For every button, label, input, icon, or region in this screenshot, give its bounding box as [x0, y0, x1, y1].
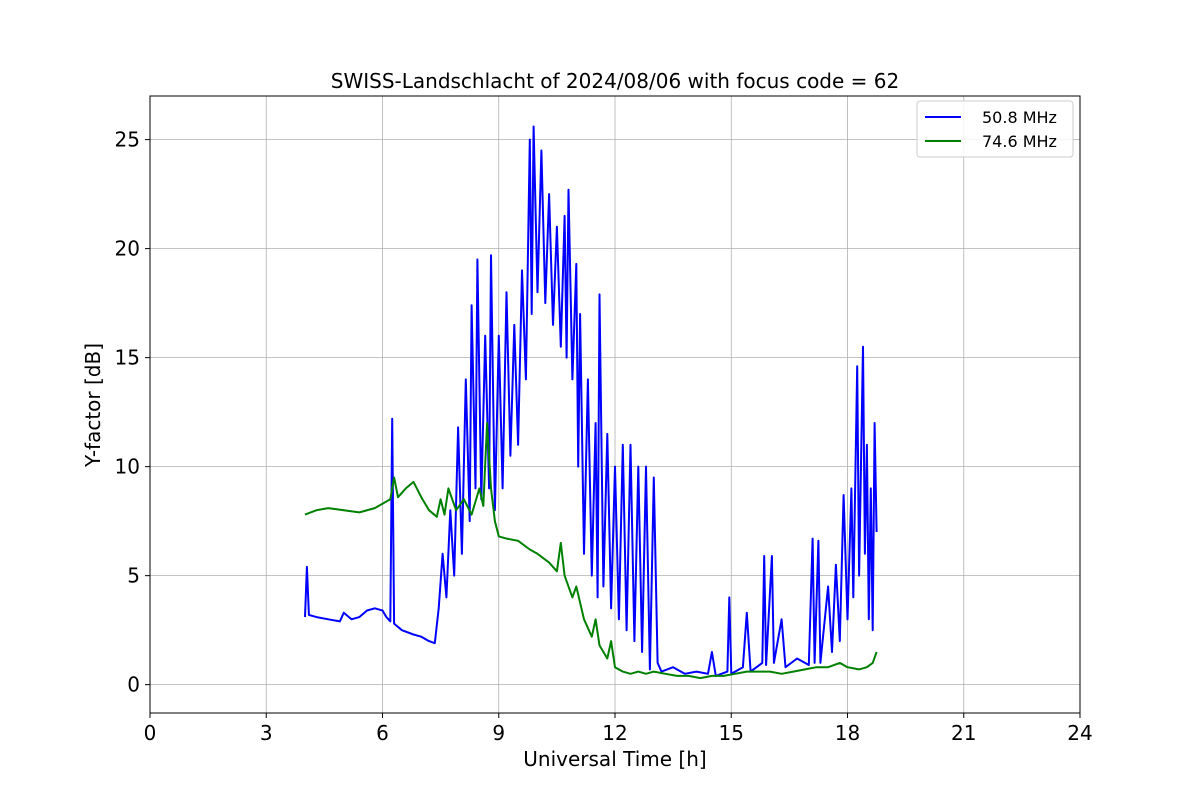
x-tick-label: 15 [719, 721, 744, 745]
series-line-0 [304, 125, 878, 677]
x-axis-label: Universal Time [h] [523, 747, 706, 771]
x-tick-label: 12 [602, 721, 627, 745]
legend-label-50-8mhz: 50.8 MHz [982, 108, 1057, 127]
x-tick-label: 3 [260, 721, 273, 745]
x-tick-label: 24 [1067, 721, 1092, 745]
x-tick-label: 9 [492, 721, 505, 745]
x-tick-label: 6 [376, 721, 389, 745]
legend-label-74-6mhz: 74.6 MHz [982, 132, 1057, 151]
legend-box [916, 100, 1074, 158]
y-tick-label: 0 [127, 673, 140, 697]
x-tick-label: 21 [951, 721, 976, 745]
y-tick-label: 25 [115, 128, 140, 152]
ticks: 0 3 6 9 12 15 18 21 24 0 5 10 15 20 25 [115, 128, 1093, 745]
legend: 50.8 MHz 74.6 MHz [916, 100, 1074, 158]
chart-title: SWISS-Landschlacht of 2024/08/06 with fo… [331, 69, 899, 93]
y-tick-label: 20 [115, 237, 140, 261]
y-axis-label: Y-factor [dB] [81, 343, 105, 468]
series-layer [304, 125, 878, 680]
y-tick-label: 5 [127, 564, 140, 588]
series-line-1 [304, 422, 878, 680]
x-tick-label: 0 [144, 721, 157, 745]
y-tick-label: 15 [115, 346, 140, 370]
y-tick-label: 10 [115, 455, 140, 479]
x-tick-label: 18 [835, 721, 860, 745]
